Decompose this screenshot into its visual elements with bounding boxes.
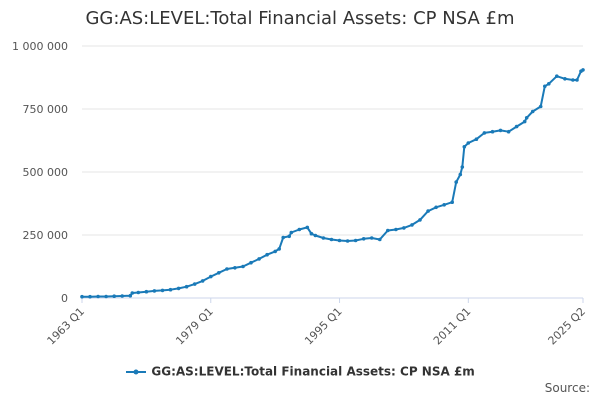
- data-point[interactable]: [524, 116, 529, 120]
- data-point[interactable]: [200, 279, 205, 283]
- data-point[interactable]: [130, 291, 135, 295]
- data-point[interactable]: [530, 109, 535, 114]
- data-point[interactable]: [460, 165, 465, 169]
- x-tick-label: 2025 Q2: [546, 305, 589, 348]
- data-point[interactable]: [257, 257, 261, 261]
- source-label: Source:: [544, 381, 590, 395]
- data-point[interactable]: [434, 205, 438, 210]
- data-point[interactable]: [466, 141, 471, 145]
- data-point[interactable]: [426, 209, 430, 213]
- data-point[interactable]: [281, 235, 286, 240]
- data-point[interactable]: [474, 137, 479, 141]
- data-point[interactable]: [305, 225, 310, 230]
- legend-swatch: [126, 369, 147, 374]
- data-point[interactable]: [112, 294, 116, 299]
- y-tick-label: 250 000: [23, 229, 69, 242]
- data-point[interactable]: [217, 271, 221, 275]
- data-point[interactable]: [192, 282, 197, 286]
- y-tick-label: 500 000: [23, 166, 69, 179]
- data-point[interactable]: [543, 84, 547, 89]
- y-tick-label: 1 000 000: [12, 40, 68, 53]
- data-point[interactable]: [462, 145, 467, 149]
- data-point[interactable]: [104, 294, 108, 299]
- data-point[interactable]: [152, 289, 157, 293]
- data-point[interactable]: [277, 247, 282, 251]
- data-point[interactable]: [144, 289, 149, 294]
- data-point[interactable]: [168, 287, 173, 292]
- data-point[interactable]: [547, 82, 551, 86]
- x-tick-label: 1963 Q1: [45, 305, 88, 348]
- data-point[interactable]: [249, 260, 253, 265]
- data-point[interactable]: [128, 293, 133, 298]
- chart-title: GG:AS:LEVEL:Total Financial Assets: CP N…: [85, 8, 515, 29]
- data-point[interactable]: [450, 200, 455, 204]
- data-point[interactable]: [289, 230, 294, 235]
- data-point[interactable]: [321, 236, 326, 240]
- data-point[interactable]: [538, 104, 543, 109]
- data-point[interactable]: [361, 237, 366, 241]
- data-point[interactable]: [80, 294, 84, 299]
- data-point[interactable]: [309, 231, 314, 236]
- data-point[interactable]: [571, 78, 575, 82]
- data-point[interactable]: [454, 180, 459, 184]
- data-point[interactable]: [498, 128, 503, 133]
- data-point[interactable]: [96, 294, 100, 299]
- data-point[interactable]: [386, 228, 390, 233]
- data-point[interactable]: [297, 227, 302, 232]
- x-tick-label: 2011 Q1: [431, 305, 474, 348]
- data-point[interactable]: [160, 288, 165, 293]
- x-tick-labels: 1963 Q1 1979 Q1 1995 Q1 2011 Q1 2025 Q2: [45, 305, 589, 348]
- data-point[interactable]: [233, 266, 237, 270]
- data-point[interactable]: [273, 249, 278, 254]
- legend-label: GG:AS:LEVEL:Total Financial Assets: CP N…: [151, 364, 475, 379]
- y-tick-label: 750 000: [23, 103, 69, 116]
- series-layer: [80, 68, 585, 299]
- data-point[interactable]: [88, 294, 92, 299]
- data-point[interactable]: [184, 284, 189, 289]
- data-point[interactable]: [313, 233, 318, 238]
- y-tick-labels: 0 250 000 500 000 750 000 1 000 000: [12, 40, 68, 305]
- x-tick-label: 1995 Q1: [302, 305, 345, 348]
- data-point[interactable]: [442, 203, 447, 207]
- data-point[interactable]: [120, 294, 124, 298]
- data-point[interactable]: [575, 78, 579, 82]
- data-point[interactable]: [136, 290, 141, 295]
- data-point[interactable]: [482, 131, 487, 135]
- data-point[interactable]: [337, 238, 342, 243]
- grid-lines: [82, 45, 583, 236]
- data-point[interactable]: [287, 234, 292, 239]
- data-point[interactable]: [490, 129, 495, 134]
- data-point[interactable]: [225, 267, 229, 271]
- data-point[interactable]: [369, 236, 374, 240]
- data-point[interactable]: [378, 237, 382, 242]
- data-point[interactable]: [394, 227, 398, 232]
- data-point[interactable]: [176, 286, 181, 291]
- data-point[interactable]: [458, 172, 463, 177]
- data-point[interactable]: [581, 68, 585, 72]
- data-point[interactable]: [353, 238, 358, 243]
- data-point[interactable]: [241, 264, 245, 269]
- data-point[interactable]: [265, 252, 269, 257]
- series-line: [82, 69, 584, 298]
- data-point[interactable]: [418, 218, 422, 222]
- x-tick-label: 1979 Q1: [173, 305, 216, 348]
- axes: [81, 297, 584, 303]
- data-point[interactable]: [345, 239, 350, 243]
- data-point[interactable]: [506, 129, 511, 134]
- data-point[interactable]: [329, 237, 334, 242]
- data-point[interactable]: [410, 223, 414, 227]
- data-point[interactable]: [563, 77, 567, 81]
- data-point[interactable]: [209, 274, 213, 279]
- data-point[interactable]: [514, 124, 519, 129]
- data-point[interactable]: [402, 226, 406, 230]
- data-point[interactable]: [522, 119, 527, 124]
- legend[interactable]: GG:AS:LEVEL:Total Financial Assets: CP N…: [0, 364, 600, 379]
- data-point[interactable]: [555, 74, 559, 78]
- y-tick-label: 0: [61, 292, 68, 305]
